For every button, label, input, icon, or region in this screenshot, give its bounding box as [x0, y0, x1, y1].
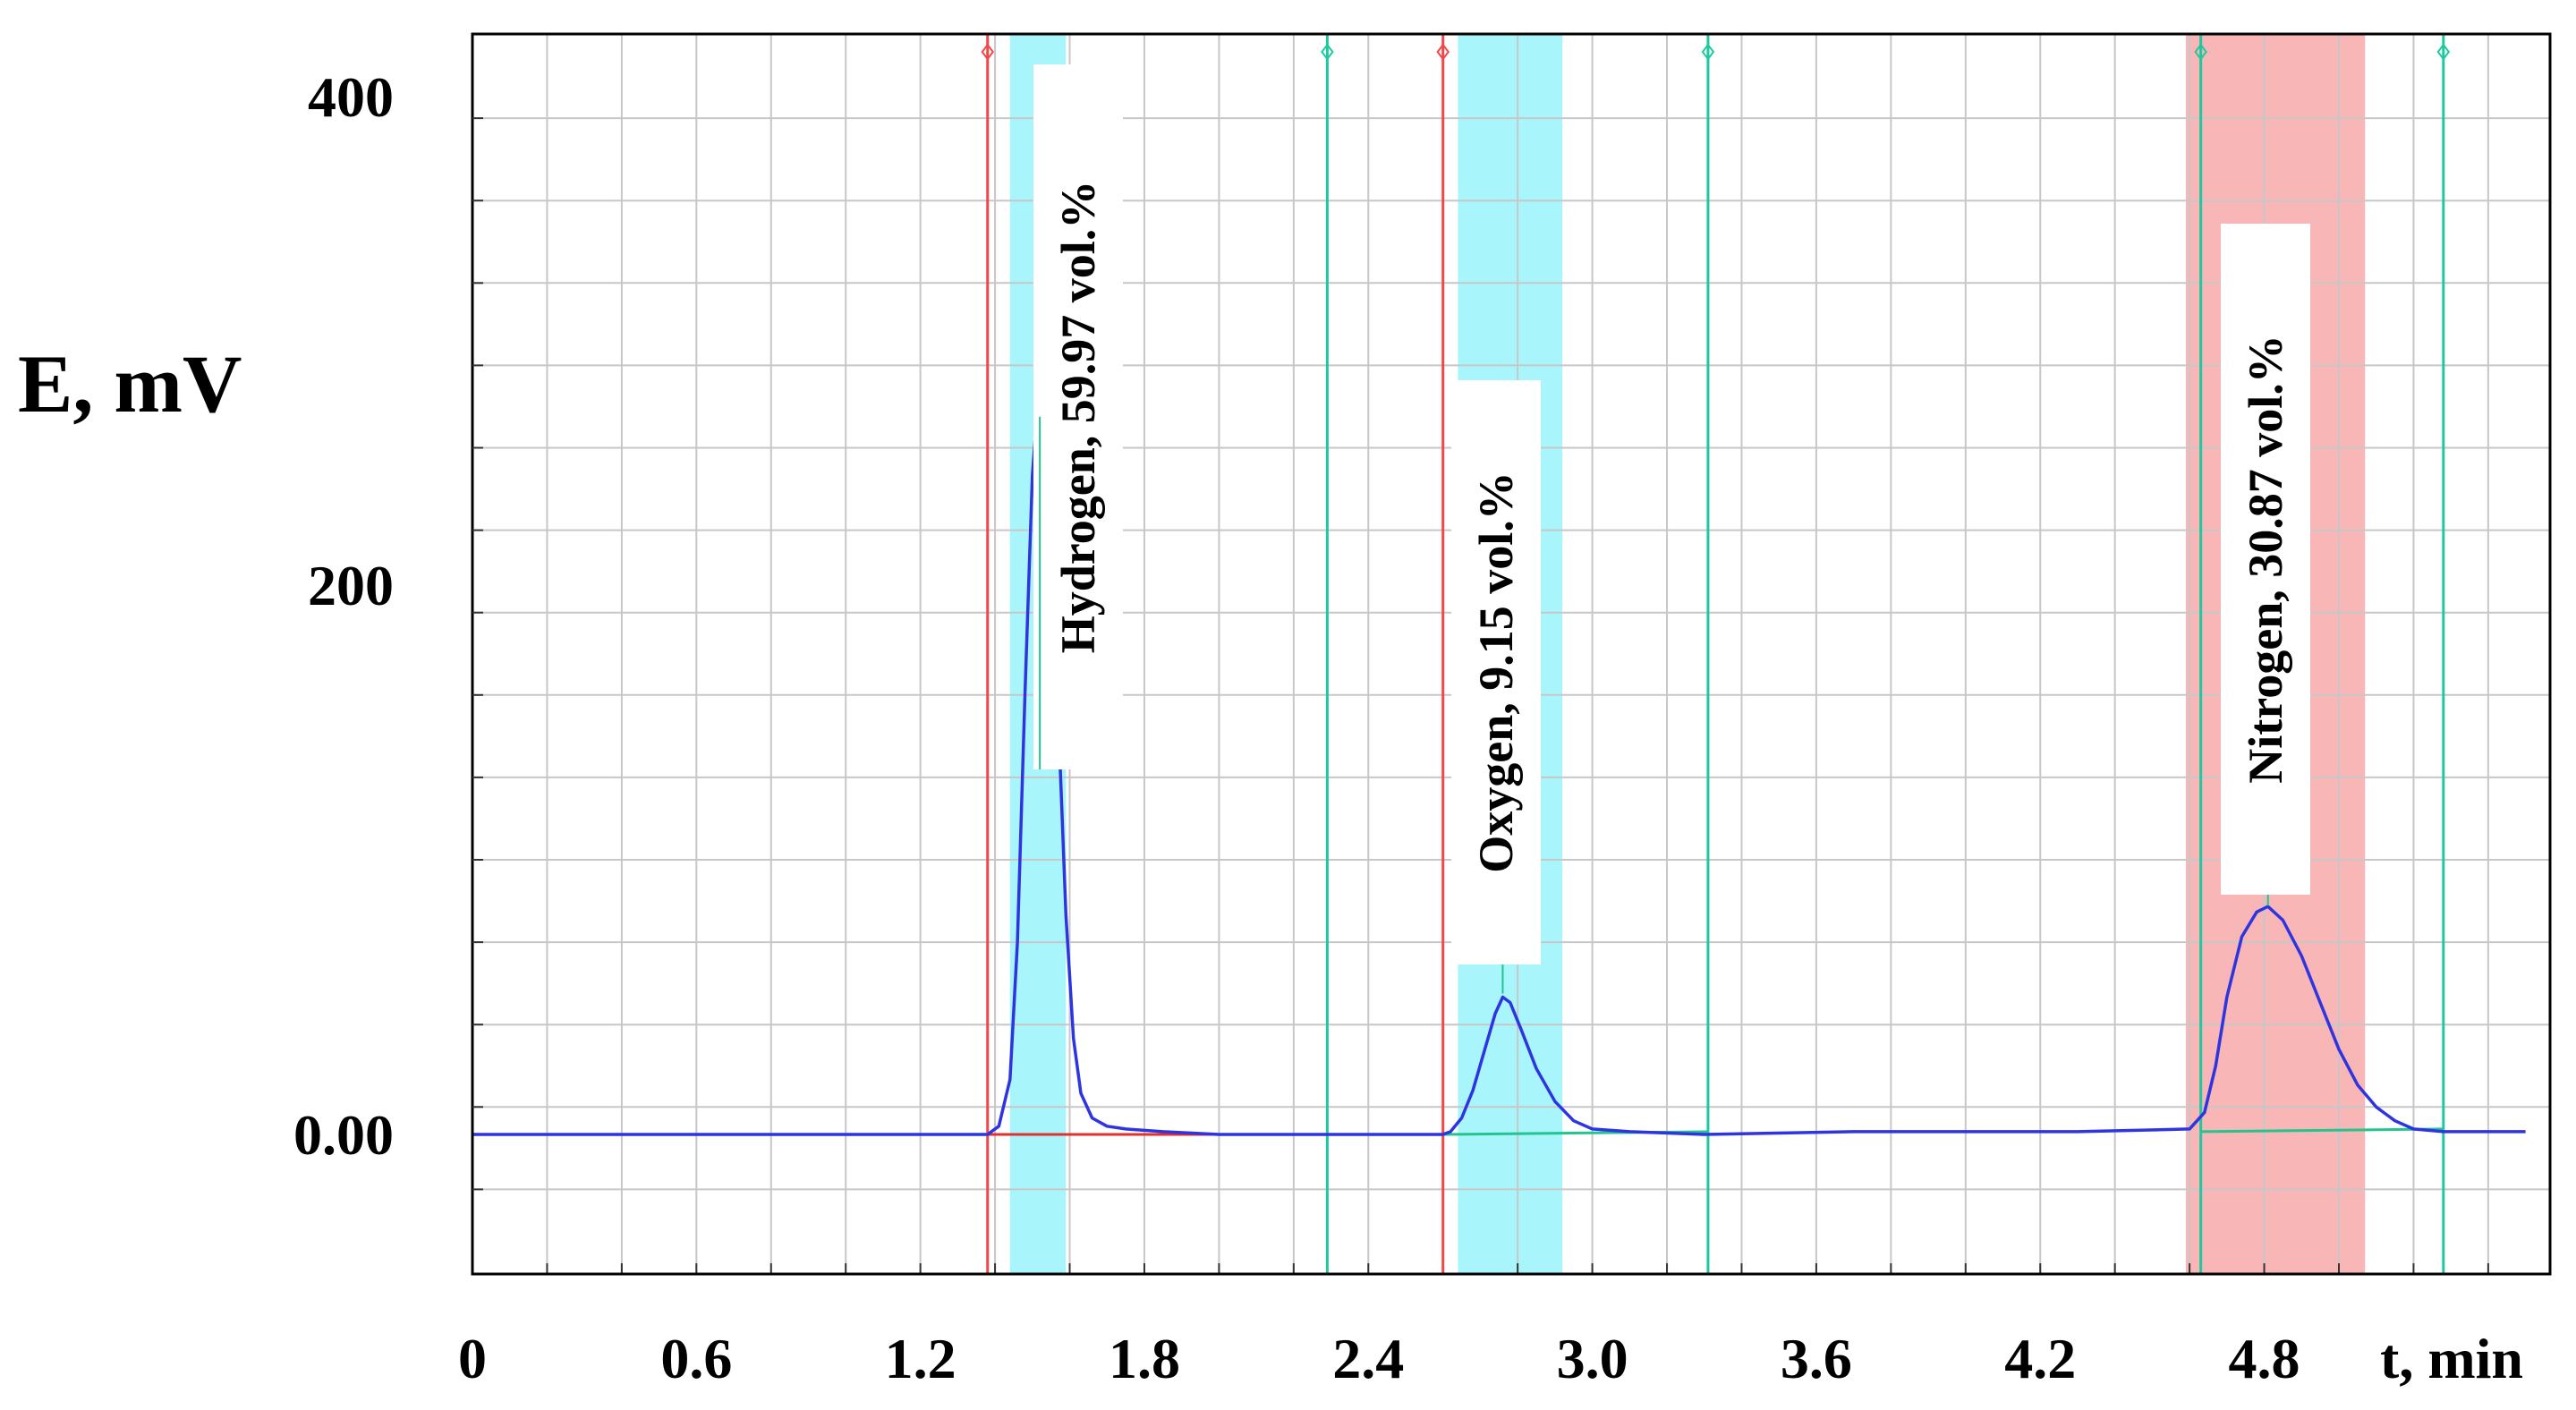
peak-label: Oxygen, 9.15 vol.% — [1469, 471, 1523, 873]
marker-diamond — [2194, 43, 2207, 61]
baseline-segment — [2200, 1127, 2444, 1134]
x-tick-label: 3.6 — [1781, 1327, 1852, 1390]
marker-diamond — [1321, 43, 1334, 61]
marker-diamond — [981, 43, 994, 61]
x-tick-label: 1.8 — [1109, 1327, 1180, 1390]
marker-diamond — [1701, 43, 1715, 61]
x-tick-label: 4.8 — [2229, 1327, 2300, 1390]
peak-label-box — [1033, 64, 1123, 769]
x-tick-label: 2.4 — [1332, 1327, 1404, 1390]
marker-diamond — [2436, 43, 2451, 61]
peak-bands — [1009, 34, 2366, 1274]
axes — [471, 32, 2552, 1276]
peak-label-box — [2221, 224, 2310, 895]
y-tick-label: 200 — [308, 554, 394, 617]
y-tick-label: 400 — [308, 65, 394, 129]
peak-labels: Hydrogen, 59.97 vol.% Oxygen, 9.15 vol.% N… — [1033, 64, 2310, 994]
peak-label-box — [1451, 380, 1541, 964]
x-axis-title: t, min — [2380, 1327, 2523, 1390]
peak-label: Hydrogen, 59.97 vol.% — [1051, 181, 1105, 654]
marker-diamond — [1436, 43, 1450, 61]
y-tick-label: 0.00 — [293, 1103, 394, 1167]
grid — [472, 34, 2550, 1274]
plot-frame — [471, 32, 2552, 1276]
x-tick-label: 3.0 — [1557, 1327, 1628, 1390]
x-tick-label: 1.2 — [885, 1327, 956, 1390]
tick-labels: 0 0.6 1.2 1.8 2.4 3.0 3.6 4.2 4.8 0.00 200 400 — [293, 65, 2300, 1390]
peak-markers — [981, 34, 2451, 1274]
x-tick-label: 0 — [458, 1327, 487, 1390]
y-axis-title: E, mV — [18, 338, 242, 429]
peak-label: Nitrogen, 30.87 vol.% — [2239, 335, 2292, 783]
x-tick-label: 4.2 — [2004, 1327, 2076, 1390]
x-tick-label: 0.6 — [660, 1327, 732, 1390]
